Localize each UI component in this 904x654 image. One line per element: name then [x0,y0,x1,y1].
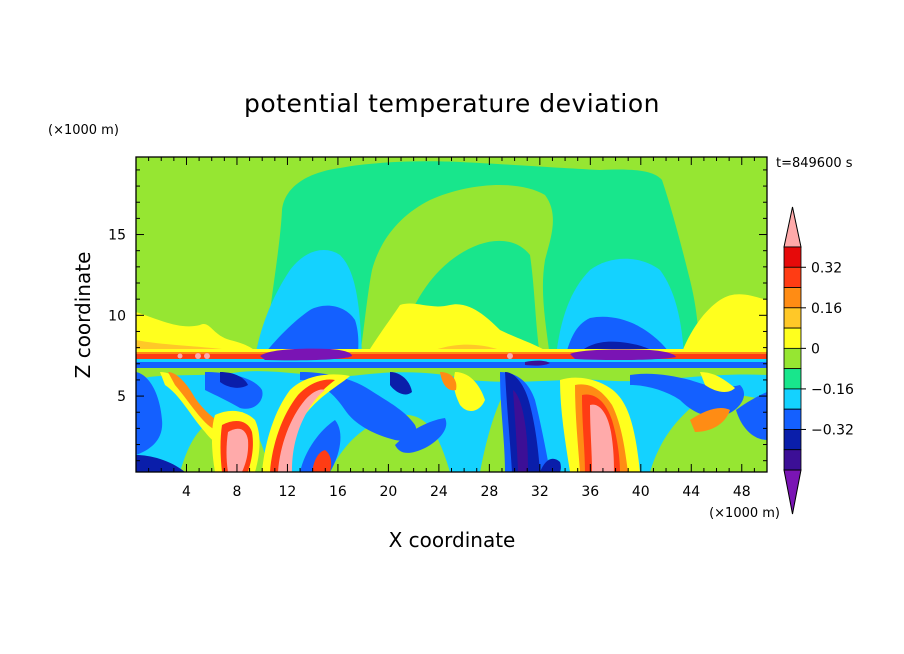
colorbar: 0.32 0.16 0 −0.16 −0.32 [783,206,854,515]
field-pink-spot-1 [195,353,201,359]
field-inversion-blue [136,362,767,368]
x-tick-label: 8 [232,484,241,500]
x-tick-label: 12 [279,484,297,500]
colorbar-swatch [783,408,802,430]
field-darkblue-core-4 [540,458,561,472]
field-darkblue-core-3 [136,455,185,472]
field-purple-lens-2 [570,349,676,361]
field-blue-band-2 [205,372,263,409]
field-blue-band-6 [736,392,767,440]
field-blue-band-1 [136,372,163,455]
colorbar-swatch [783,429,802,451]
field-yellow-band-5 [453,372,485,412]
x-tick-label: 36 [581,484,599,500]
colorbar-swatch [783,449,802,471]
y-axis-ticks: 5 10 15 [108,169,767,462]
colorbar-swatch [783,266,802,288]
x-axis-title: X coordinate [389,528,516,552]
contour-plot-area [136,157,767,472]
colorbar-swatch [783,388,802,410]
field-yellow-upper-3 [680,294,767,357]
colorbar-swatch [783,246,802,268]
field-pink-spot-3 [507,353,513,359]
field-yellow-band-6 [700,372,735,392]
colorbar-tick-label: 0.16 [811,301,842,317]
x-unit-label: (×1000 m) [709,506,780,521]
x-tick-label: 28 [480,484,498,500]
field-darkblue-core-2 [220,372,248,388]
field-yellow-upper-2 [365,303,555,357]
colorbar-extend-max [783,206,802,248]
field-pink-band-2 [226,428,249,472]
field-orange-band-5 [440,372,457,391]
x-tick-label: 48 [733,484,751,500]
field-purple-core-1 [513,390,528,472]
y-unit-label: (×1000 m) [48,123,119,138]
y-tick-label: 10 [108,308,126,324]
field-pink-spot-4 [177,353,183,359]
field-pink-spot-2 [204,353,210,359]
colorbar-extend-min [783,469,802,515]
field-blue-band-5 [630,373,745,417]
field-purple-lens-1 [260,348,352,361]
field-inversion-cyan [136,359,767,363]
colorbar-tick-label: 0 [811,341,820,357]
field-darkblue-core-5 [390,372,412,395]
x-tick-label: 4 [182,484,191,500]
x-tick-label: 32 [531,484,549,500]
time-label: t=849600 s [776,156,853,171]
x-tick-label: 24 [430,484,448,500]
field-orange-band-1 [168,372,226,432]
colorbar-swatch [783,368,802,390]
x-axis-ticks: 4 8 12 16 20 24 28 32 36 40 44 48 [148,157,755,500]
field-blue-dome-left [262,305,359,357]
colorbar-swatch [783,307,802,329]
field-blue-band-8 [395,418,447,453]
y-axis-title: Z coordinate [71,252,95,379]
x-tick-label: 44 [682,484,700,500]
field-pink-band-4 [590,404,614,472]
field-purple-lens-3 [525,360,550,366]
chart-title: potential temperature deviation [244,89,660,118]
colorbar-swatch [783,287,802,309]
y-tick-label: 15 [108,228,126,244]
colorbar-tick-label: 0.32 [811,260,842,276]
field-orange-band-6 [690,408,730,432]
field-red-band-3b [312,450,332,472]
field-pink-band-3 [278,389,325,472]
y-tick-label: 5 [117,389,126,405]
colorbar-tick-label: −0.32 [811,422,854,438]
x-tick-label: 40 [632,484,650,500]
x-tick-label: 16 [329,484,347,500]
field-inversion-red [136,354,767,359]
colorbar-swatch [783,347,802,370]
colorbar-swatch [783,327,802,349]
colorbar-tick-label: −0.16 [811,382,854,398]
x-tick-label: 20 [379,484,397,500]
